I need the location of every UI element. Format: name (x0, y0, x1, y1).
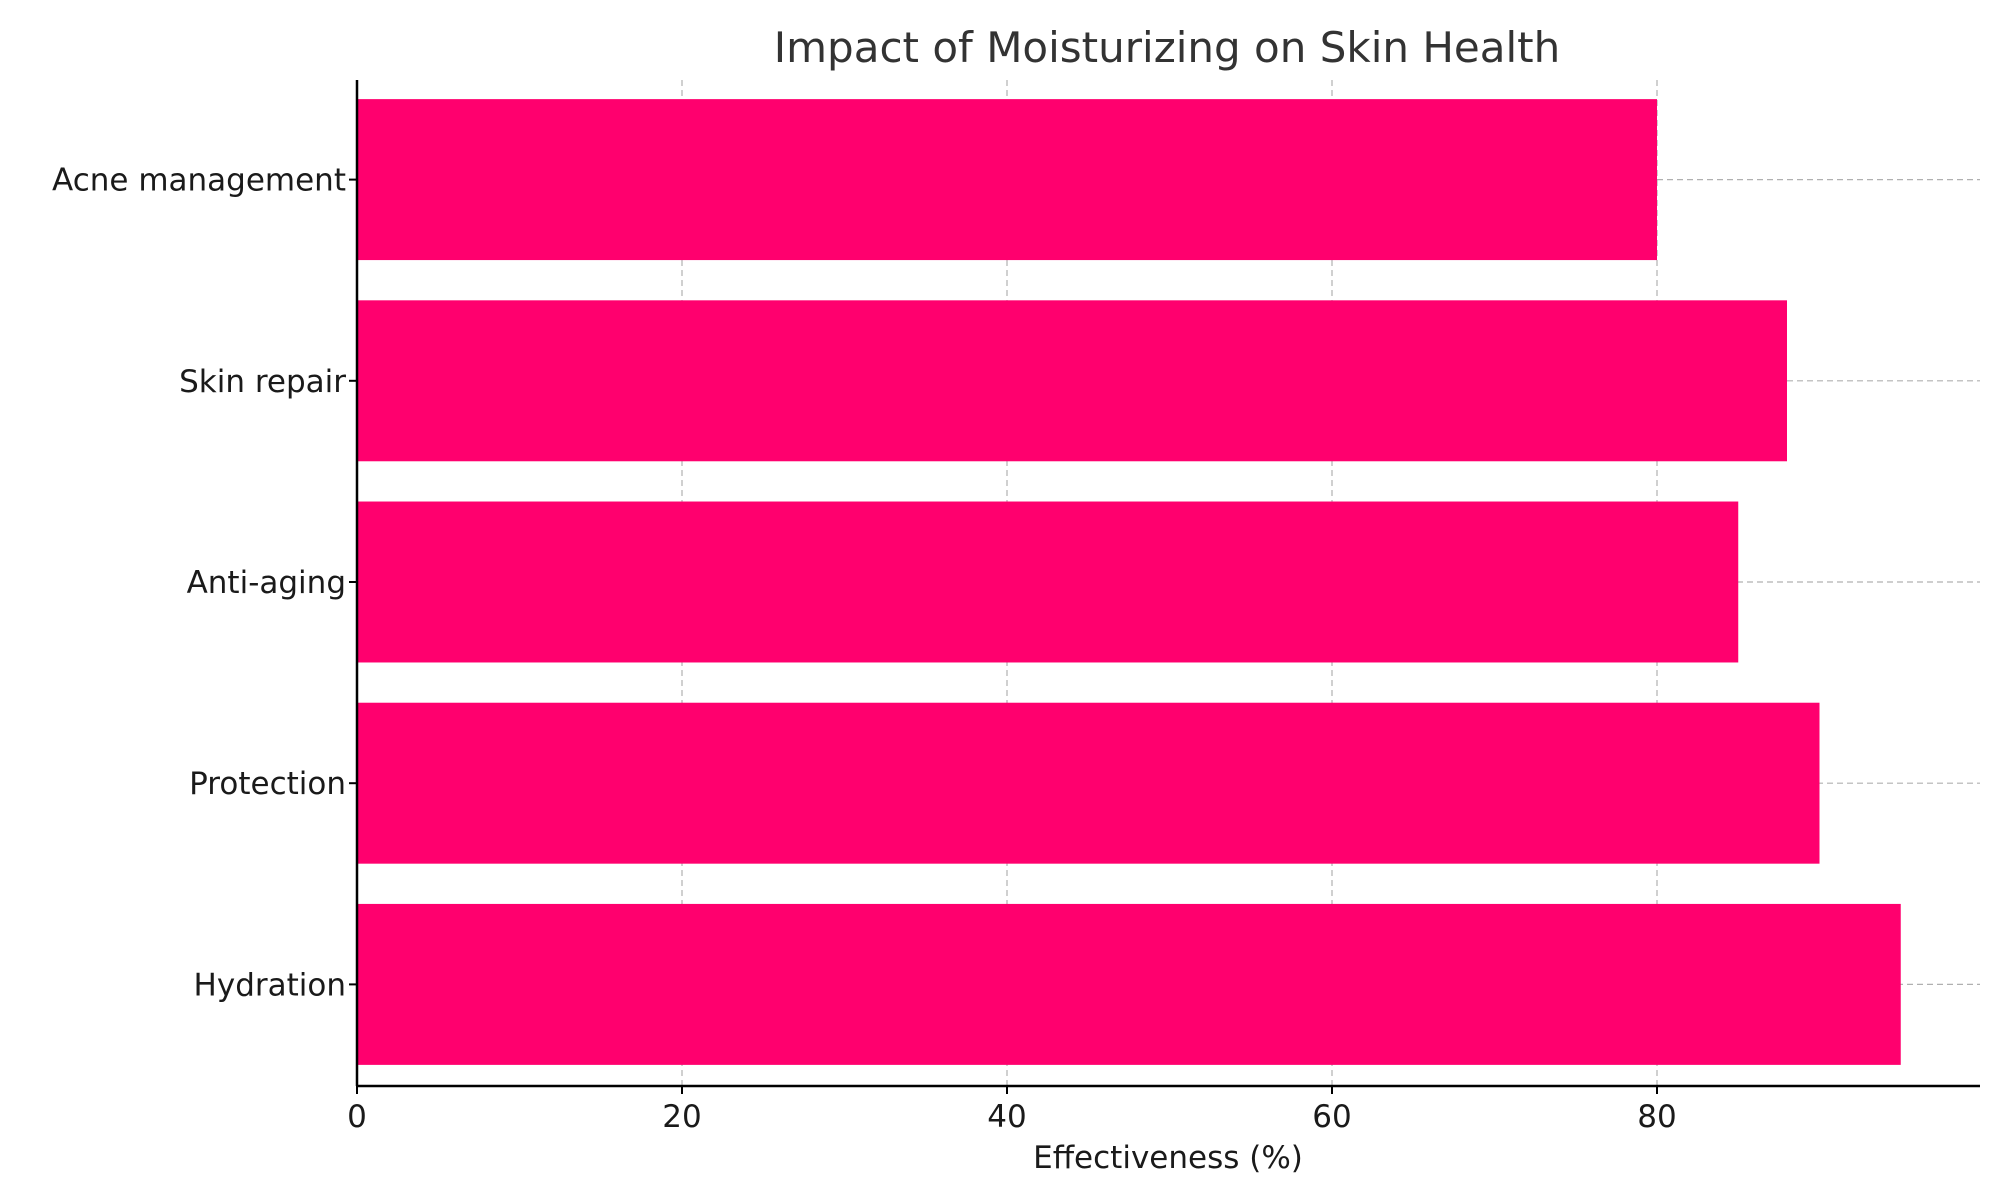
x-tick-label: 60 (1312, 1099, 1351, 1135)
bar (357, 702, 1820, 864)
y-tick-label: Skin repair (179, 364, 346, 400)
x-tick-label: 80 (1637, 1099, 1676, 1135)
y-tick-label: Acne management (52, 163, 346, 199)
x-tick-label: 0 (347, 1099, 367, 1135)
ticks-layer: 0 20 40 60 80 Hydration Protection Anti-aging Sk… (52, 163, 1677, 1135)
bar (357, 99, 1657, 261)
chart-title: Impact of Moisturizing on Skin Health (774, 23, 1561, 72)
bars-layer (357, 99, 1901, 1065)
x-axis-label: Effectiveness (%) (1033, 1140, 1303, 1176)
bar (357, 903, 1901, 1065)
y-tick-label: Anti-aging (187, 565, 346, 601)
x-tick-label: 40 (987, 1099, 1026, 1135)
bar (357, 501, 1739, 663)
y-tick-label: Hydration (194, 967, 346, 1003)
x-tick-label: 20 (662, 1099, 701, 1135)
y-tick-label: Protection (189, 766, 346, 802)
bar (357, 300, 1787, 462)
